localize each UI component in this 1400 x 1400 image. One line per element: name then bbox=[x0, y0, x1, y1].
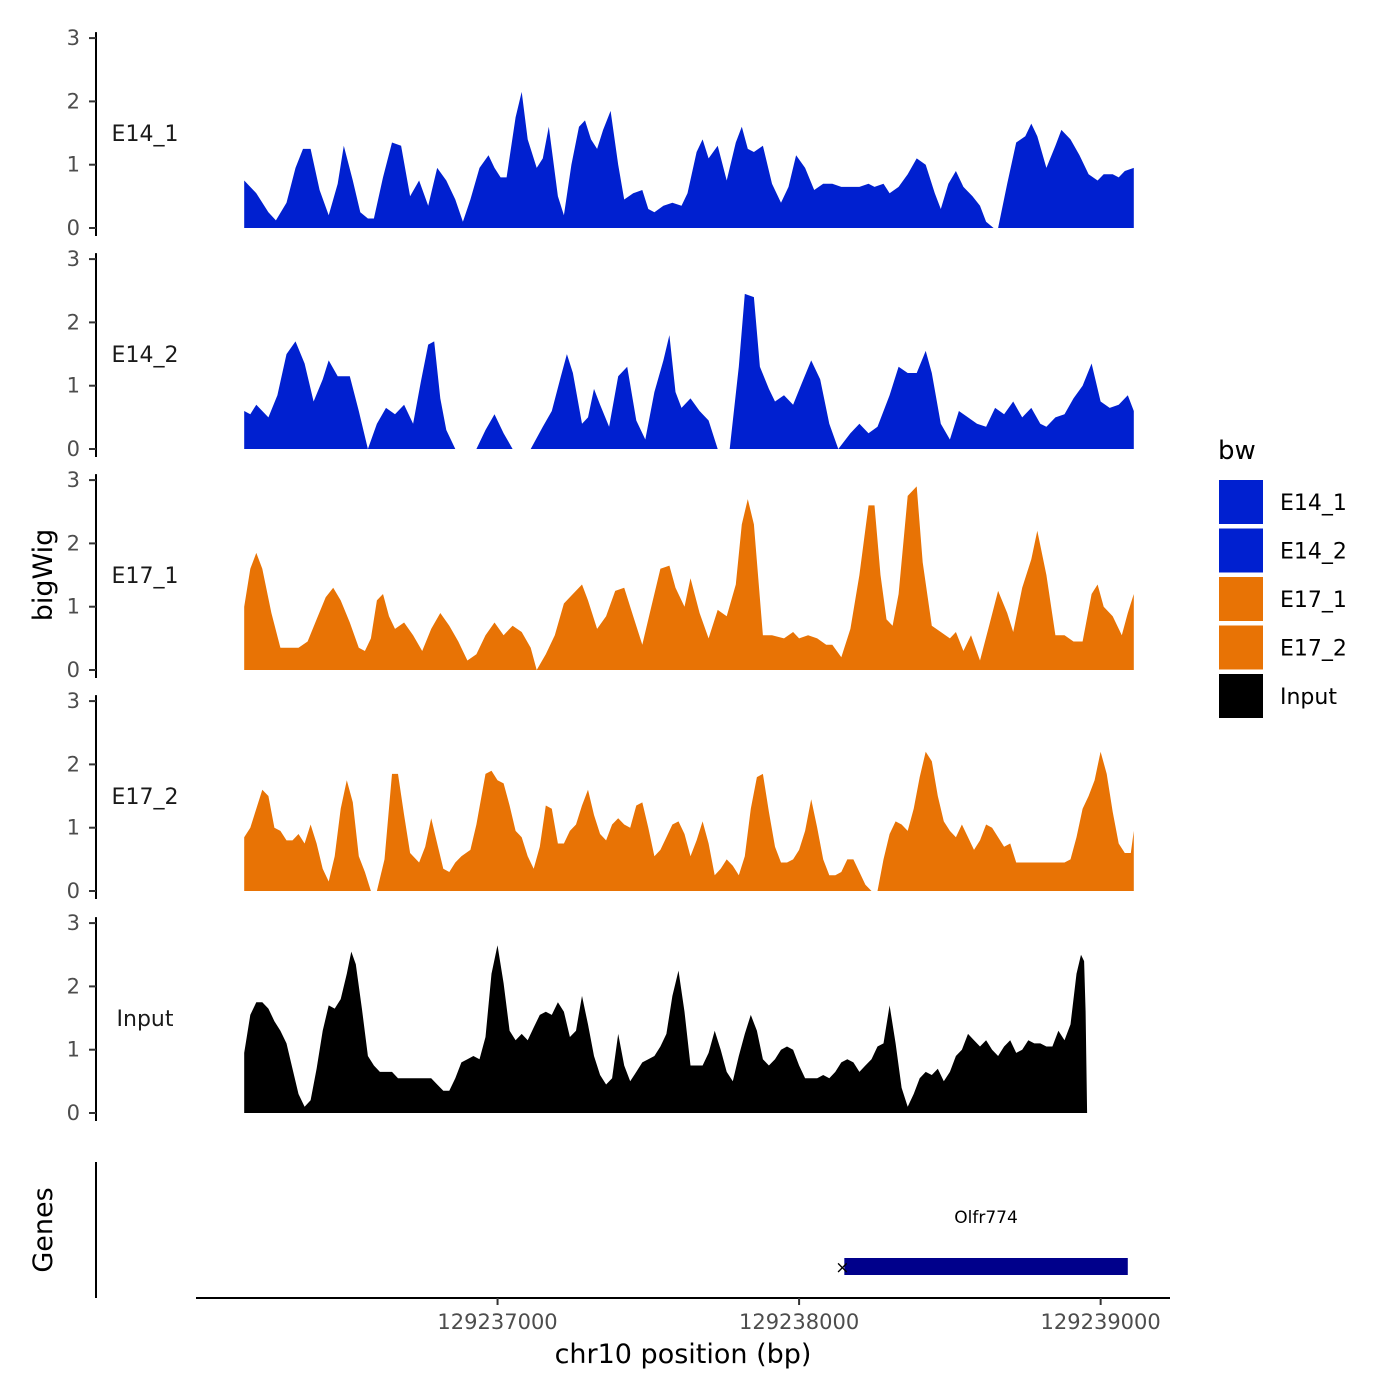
legend-item-E14_2: E14_2 bbox=[1219, 528, 1347, 573]
legend-label: E17_2 bbox=[1280, 637, 1347, 662]
y-tick-label: 0 bbox=[67, 216, 80, 240]
y-tick-label: 0 bbox=[67, 879, 80, 903]
track-E14_1: 0 1 2 3 E14_1 bbox=[67, 26, 1134, 240]
area-E14_1 bbox=[244, 91, 1134, 229]
x-axis: chr10 position (bp) 129237000 129238000 12… bbox=[196, 1297, 1170, 1370]
legend-item-E17_1: E17_1 bbox=[1219, 577, 1347, 621]
y-tick-label: 1 bbox=[67, 595, 80, 619]
track-label: E17_2 bbox=[112, 785, 179, 810]
track-E17_2: 0 1 2 3 E17_2 bbox=[67, 689, 1134, 903]
legend: bw E14_1 E14_2 E17_1 E17_2 Input bbox=[1218, 436, 1347, 718]
y-tick-label: 2 bbox=[67, 752, 80, 776]
gene-body-Olfr774 bbox=[844, 1258, 1128, 1275]
legend-item-Input: Input bbox=[1219, 674, 1337, 718]
signal-tracks: 0 1 2 3 E14_1 0 1 2 3 E14_2 0 1 2 3 E17_1 0 1 2 3 E17_2 0 1 2 3… bbox=[67, 26, 1134, 1125]
y-tick-label: 2 bbox=[67, 310, 80, 334]
y-tick-label: 0 bbox=[67, 437, 80, 461]
legend-title: bw bbox=[1218, 436, 1256, 466]
legend-swatch bbox=[1219, 480, 1263, 524]
y-tick-label: 2 bbox=[67, 89, 80, 113]
legend-label: E17_1 bbox=[1280, 588, 1347, 613]
y-tick-label: 3 bbox=[67, 468, 80, 492]
track-label: E14_2 bbox=[112, 343, 179, 368]
x-tick-label: 129237000 bbox=[437, 1310, 557, 1334]
y-tick-label: 3 bbox=[67, 26, 80, 50]
y-tick-label: 2 bbox=[67, 531, 80, 555]
y-axis-title: bigWig bbox=[28, 529, 59, 622]
gene-strand-marker: × bbox=[835, 1258, 849, 1278]
legend-item-E14_1: E14_1 bbox=[1219, 480, 1347, 524]
y-tick-label: 1 bbox=[67, 1038, 80, 1062]
gene-track: Genes × Olfr774 bbox=[28, 1162, 1128, 1298]
legend-label: E14_1 bbox=[1280, 491, 1347, 516]
legend-swatch bbox=[1219, 674, 1263, 718]
legend-swatch bbox=[1219, 528, 1263, 573]
track-label: E17_1 bbox=[112, 564, 179, 589]
y-tick-label: 1 bbox=[67, 816, 80, 840]
gene-label: Olfr774 bbox=[954, 1208, 1018, 1228]
legend-item-E17_2: E17_2 bbox=[1219, 625, 1347, 670]
track-label: Input bbox=[117, 1007, 174, 1032]
gene-track-title: Genes bbox=[28, 1187, 59, 1272]
y-tick-label: 0 bbox=[67, 658, 80, 682]
y-tick-label: 3 bbox=[67, 911, 80, 935]
x-tick-label: 129239000 bbox=[1041, 1310, 1161, 1334]
track-label: E14_1 bbox=[112, 122, 179, 147]
track-E17_1: 0 1 2 3 E17_1 bbox=[67, 468, 1134, 682]
legend-label: E14_2 bbox=[1280, 540, 1347, 565]
y-tick-label: 3 bbox=[67, 689, 80, 713]
legend-swatch bbox=[1219, 625, 1263, 670]
y-tick-label: 1 bbox=[67, 153, 80, 177]
area-E14_2 bbox=[244, 293, 1134, 449]
y-tick-label: 0 bbox=[67, 1101, 80, 1125]
legend-swatch bbox=[1219, 577, 1263, 621]
x-tick-label: 129238000 bbox=[739, 1310, 859, 1334]
y-tick-label: 1 bbox=[67, 374, 80, 398]
legend-label: Input bbox=[1280, 685, 1337, 710]
track-E14_2: 0 1 2 3 E14_2 bbox=[67, 247, 1134, 461]
area-E17_1 bbox=[244, 486, 1134, 670]
area-E17_2 bbox=[244, 751, 1134, 891]
track-Input: 0 1 2 3 Input bbox=[67, 911, 1088, 1125]
y-tick-label: 2 bbox=[67, 974, 80, 998]
area-Input bbox=[244, 945, 1088, 1113]
x-axis-title: chr10 position (bp) bbox=[555, 1339, 812, 1370]
y-tick-label: 3 bbox=[67, 247, 80, 271]
